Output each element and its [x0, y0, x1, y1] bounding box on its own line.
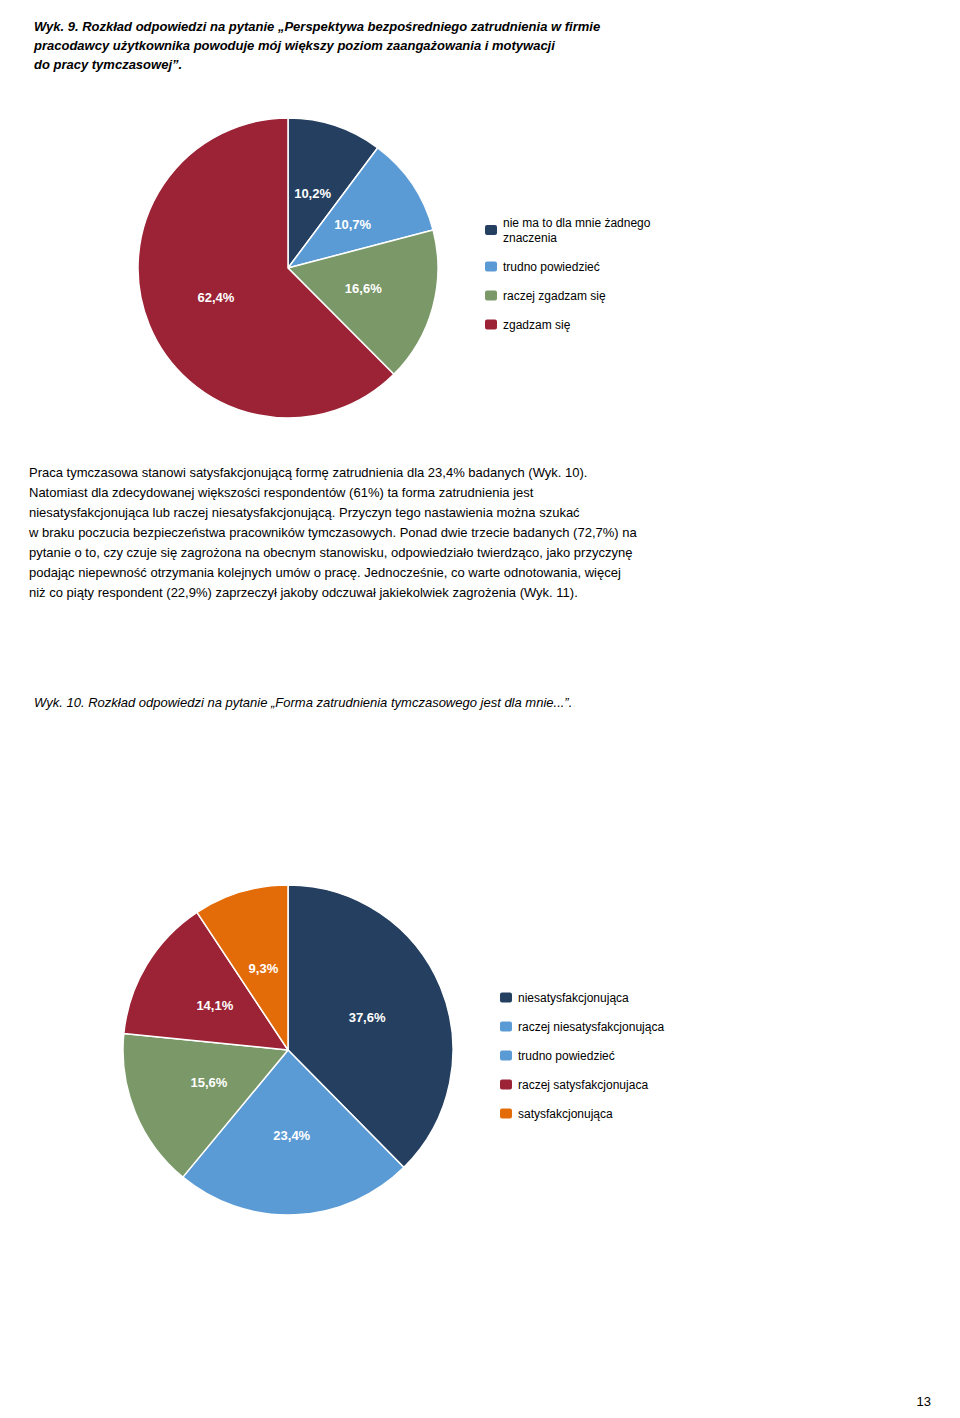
- svg-text:37,6%: 37,6%: [349, 1010, 386, 1025]
- svg-text:pytanie o to, czy czuje się za: pytanie o to, czy czuje się zagrożona na…: [29, 545, 632, 560]
- svg-text:10,7%: 10,7%: [334, 217, 371, 232]
- svg-text:raczej zgadzam się: raczej zgadzam się: [503, 289, 606, 303]
- svg-text:niż co piąty respondent (22,9%: niż co piąty respondent (22,9%) zaprzecz…: [29, 585, 578, 600]
- svg-text:16,6%: 16,6%: [345, 281, 382, 296]
- svg-text:raczej satysfakcjonujaca: raczej satysfakcjonujaca: [518, 1078, 648, 1092]
- svg-text:14,1%: 14,1%: [196, 998, 233, 1013]
- svg-text:niesatysfakcjonująca lub racze: niesatysfakcjonująca lub raczej niesatys…: [29, 505, 580, 520]
- svg-text:pracodawcy użytkownika powoduj: pracodawcy użytkownika powoduje mój więk…: [33, 38, 555, 53]
- svg-text:Praca tymczasowa stanowi satys: Praca tymczasowa stanowi satysfakcjonują…: [29, 465, 587, 480]
- svg-text:w braku poczucia bezpieczeństw: w braku poczucia bezpieczeństwa pracowni…: [28, 525, 637, 540]
- svg-text:15,6%: 15,6%: [190, 1075, 227, 1090]
- svg-text:raczej niesatysfakcjonująca: raczej niesatysfakcjonująca: [518, 1020, 664, 1034]
- svg-text:podając niepewność otrzymania: podając niepewność otrzymania kolejnych …: [29, 565, 621, 580]
- svg-text:13: 13: [917, 1394, 931, 1409]
- svg-text:zgadzam się: zgadzam się: [503, 318, 571, 332]
- svg-text:satysfakcjonująca: satysfakcjonująca: [518, 1107, 613, 1121]
- svg-text:do pracy tymczasowej”.: do pracy tymczasowej”.: [34, 57, 182, 72]
- svg-text:Wyk. 9. Rozkład odpowiedzi na: Wyk. 9. Rozkład odpowiedzi na pytanie „P…: [34, 19, 600, 34]
- svg-text:trudno powiedzieć: trudno powiedzieć: [503, 260, 600, 274]
- svg-text:23,4%: 23,4%: [273, 1128, 310, 1143]
- svg-text:niesatysfakcjonująca: niesatysfakcjonująca: [518, 991, 629, 1005]
- svg-text:nie ma to dla mnie żadnego: nie ma to dla mnie żadnego: [503, 216, 651, 230]
- svg-text:trudno powiedzieć: trudno powiedzieć: [518, 1049, 615, 1063]
- svg-text:Wyk. 10. Rozkład odpowiedzi na: Wyk. 10. Rozkład odpowiedzi na pytanie „…: [34, 695, 572, 710]
- svg-text:znaczenia: znaczenia: [503, 231, 557, 245]
- svg-text:10,2%: 10,2%: [294, 186, 331, 201]
- svg-text:Natomiast dla zdecydowanej wię: Natomiast dla zdecydowanej większości re…: [29, 485, 534, 500]
- svg-text:9,3%: 9,3%: [249, 961, 279, 976]
- svg-text:62,4%: 62,4%: [197, 290, 234, 305]
